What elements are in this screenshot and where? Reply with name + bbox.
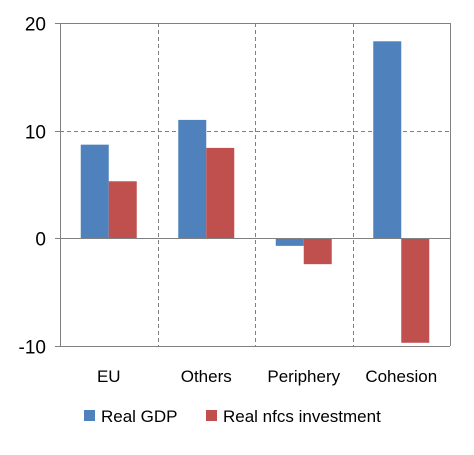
x-tick-label: EU bbox=[97, 367, 121, 386]
x-tick-labels: EU Others Periphery Cohesion bbox=[97, 367, 437, 386]
bars bbox=[80, 41, 430, 343]
y-tick-label: -10 bbox=[19, 338, 46, 359]
bar-others-series-1 bbox=[178, 119, 207, 239]
x-tick-label: Others bbox=[181, 367, 232, 386]
y-tick-label: 10 bbox=[25, 123, 46, 144]
x-tick-label: Cohesion bbox=[365, 367, 437, 386]
legend-label: Real GDP bbox=[101, 407, 178, 426]
y-tick-label: 0 bbox=[35, 230, 46, 251]
axes bbox=[55, 23, 451, 347]
x-tick-label: Periphery bbox=[267, 367, 340, 386]
y-tick-label: 20 bbox=[25, 15, 46, 36]
bar-cohesion-series-1 bbox=[373, 41, 402, 239]
legend-swatch bbox=[84, 410, 95, 421]
legend-swatch bbox=[206, 410, 217, 421]
bar-cohesion-series-2 bbox=[401, 238, 430, 343]
bar-eu-series-1 bbox=[80, 144, 109, 239]
bar-periphery-series-1 bbox=[275, 238, 304, 246]
bar-periphery-series-2 bbox=[303, 238, 332, 265]
legend: Real GDP Real nfcs investment bbox=[84, 407, 381, 426]
bar-others-series-2 bbox=[206, 147, 235, 239]
bar-eu-series-2 bbox=[108, 181, 137, 239]
legend-label: Real nfcs investment bbox=[223, 407, 381, 426]
y-tick-labels: -10 0 10 20 bbox=[19, 15, 46, 359]
